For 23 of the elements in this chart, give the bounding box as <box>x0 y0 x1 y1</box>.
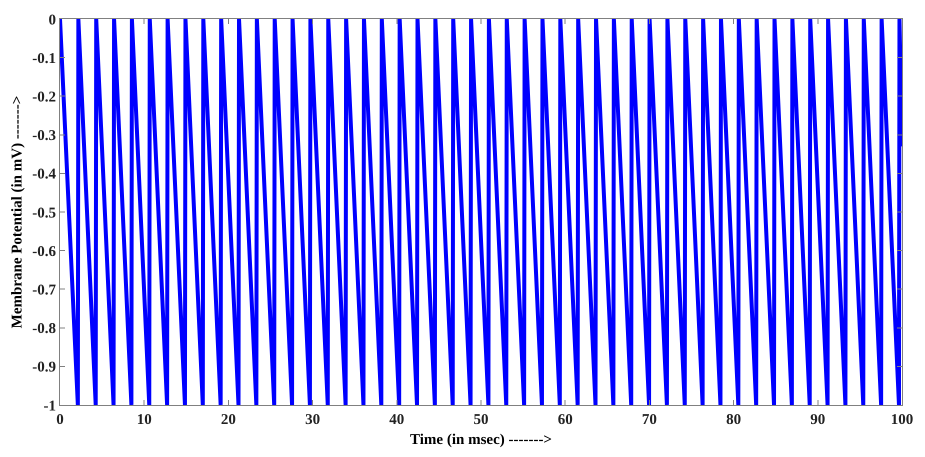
y-tick-label: -0.4 <box>32 166 56 183</box>
x-tick-label: 20 <box>220 412 236 428</box>
y-tick-label: -0.3 <box>32 128 56 144</box>
x-tick-label: 90 <box>810 412 826 428</box>
x-tick-label: 50 <box>474 412 488 428</box>
y-tick-label: -0.1 <box>32 50 56 67</box>
x-tick-label: 30 <box>305 412 320 428</box>
y-tick-label: -0.8 <box>32 321 56 338</box>
x-tick-label: 10 <box>136 412 152 428</box>
x-tick-label: 80 <box>726 412 742 428</box>
y-tick-label: -0.2 <box>32 89 56 106</box>
y-tick-label: -0.5 <box>32 205 56 222</box>
y-tick-label: -0.7 <box>32 282 56 298</box>
x-tick-label: 100 <box>890 412 914 428</box>
x-tick-label: 40 <box>389 412 404 428</box>
y-tick-label: -0.6 <box>32 244 56 260</box>
x-axis-title: Time (in msec) -------> <box>410 432 552 448</box>
x-tick-label: 60 <box>558 412 573 428</box>
y-tick-label: -0.9 <box>32 360 56 376</box>
x-tick-label: 70 <box>642 412 657 428</box>
y-tick-label: 0 <box>48 12 56 28</box>
y-tick-label: -1 <box>44 398 56 414</box>
y-axis-title: Membrane Potential (in mV) -------> <box>10 96 26 328</box>
